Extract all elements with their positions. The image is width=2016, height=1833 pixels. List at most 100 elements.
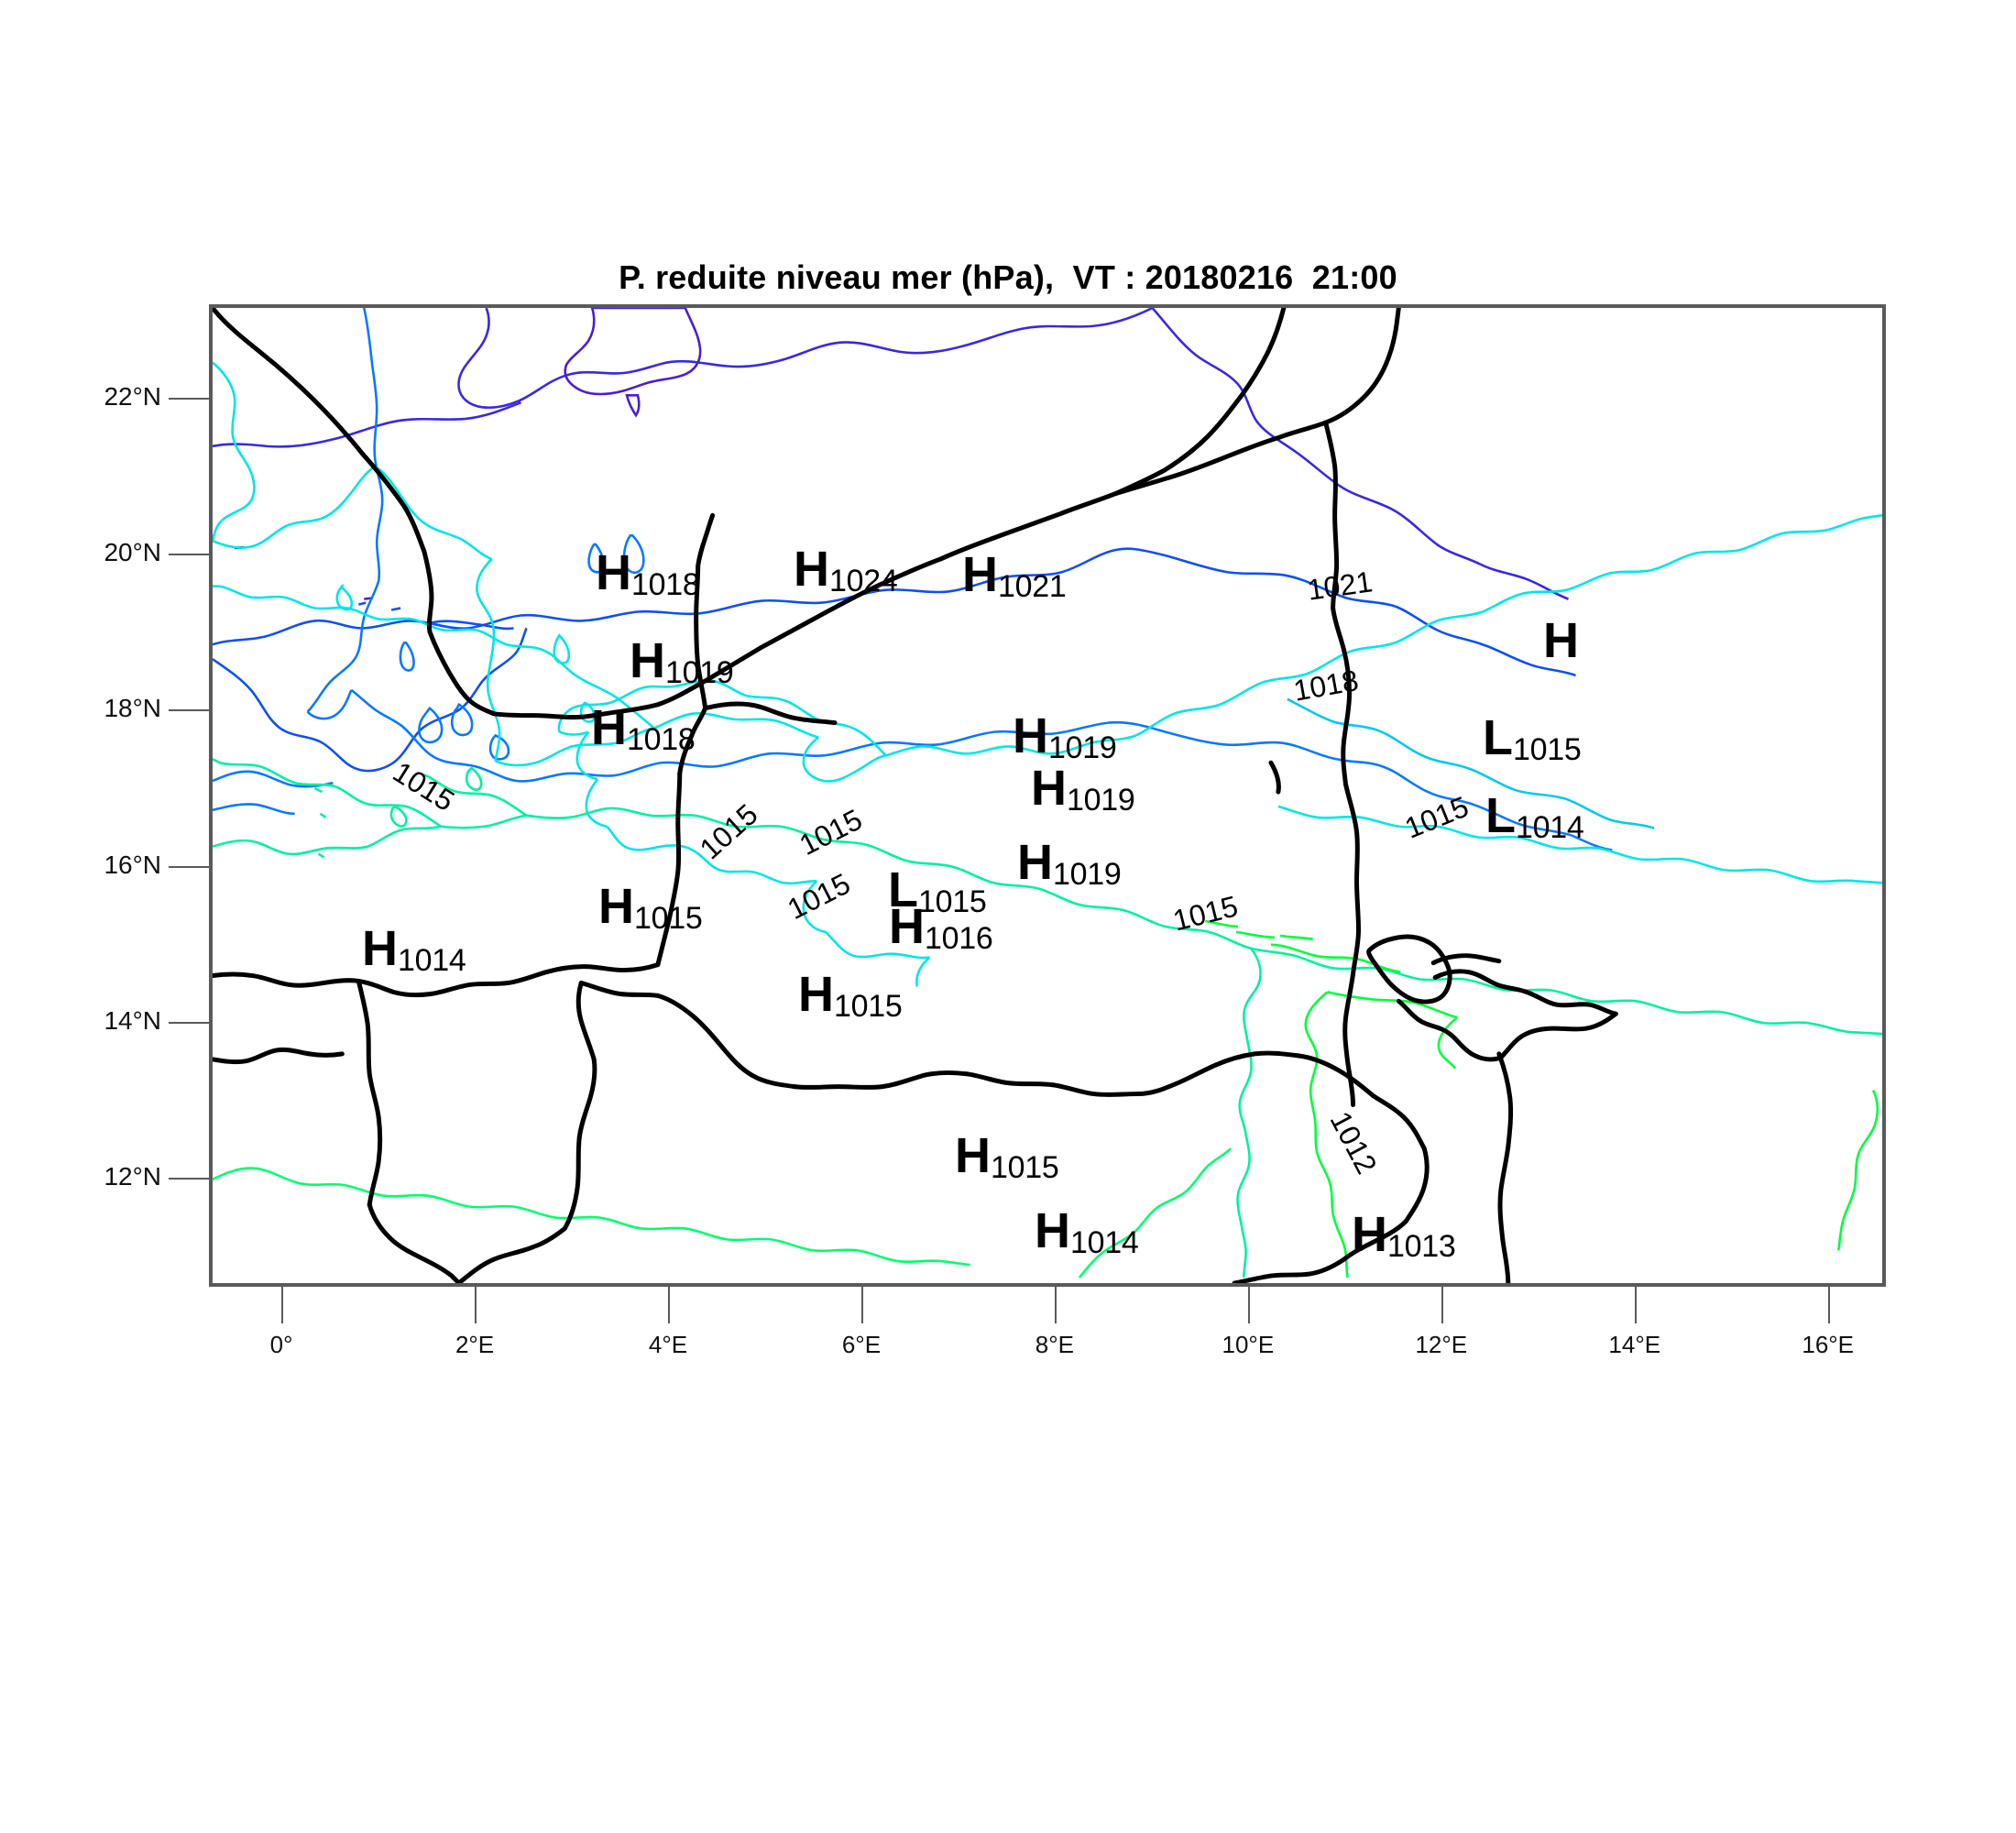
map-plot-area: 1021 1018 1015 1015 1015 1015 1015 1015 1012 H10…	[209, 304, 1886, 1287]
latitude-tick-mark	[169, 1177, 209, 1180]
latitude-tick: 16°N	[0, 851, 209, 879]
pressure-center-glyph: H	[630, 633, 665, 688]
high-pressure-center: H1019	[1017, 835, 1122, 892]
pressure-center-value: 1021	[998, 569, 1067, 604]
longitude-tick-label: 4°E	[648, 1331, 688, 1358]
longitude-tick-mark	[1441, 1287, 1443, 1323]
high-pressure-center: H1014	[1035, 1203, 1139, 1260]
pressure-center-glyph: L	[1485, 788, 1516, 843]
pressure-center-value: 1019	[1053, 857, 1122, 892]
high-pressure-center: H1015	[955, 1128, 1059, 1185]
page-title: P. reduite niveau mer (hPa), VT : 201802…	[619, 258, 1397, 296]
pressure-center-glyph: H	[1352, 1207, 1387, 1262]
high-pressure-center: H1016	[889, 899, 993, 956]
high-pressure-center: H1013	[1352, 1207, 1456, 1264]
pressure-center-glyph: H	[598, 879, 634, 934]
pressure-center-glyph: H	[596, 545, 631, 600]
latitude-tick-label: 12°N	[104, 1161, 161, 1191]
latitude-tick-label: 22°N	[104, 382, 161, 412]
latitude-tick-mark	[169, 554, 209, 556]
high-pressure-center: H1021	[962, 547, 1067, 604]
pressure-center-value: 1015	[991, 1150, 1059, 1185]
pressure-center-value: 1019	[1067, 783, 1135, 818]
latitude-tick: 22°N	[0, 382, 209, 411]
coastline-and-borders	[213, 308, 1618, 1283]
longitude-tick-label: 2°E	[455, 1331, 495, 1358]
high-pressure-center: H1019	[630, 633, 734, 690]
longitude-tick-mark	[281, 1287, 284, 1323]
pressure-center-value: 1018	[627, 722, 696, 757]
pressure-center-value: 1015	[918, 884, 987, 919]
pressure-center-glyph: H	[889, 899, 925, 954]
pressure-center-glyph: H	[1035, 1203, 1070, 1258]
pressure-center-value: 1013	[1387, 1229, 1456, 1264]
longitude-tick-mark	[1827, 1287, 1830, 1323]
high-pressure-center: H1015	[798, 970, 903, 1024]
high-pressure-center: H1018	[591, 700, 696, 757]
contour-group-1019	[213, 547, 1576, 773]
longitude-tick-mark	[860, 1287, 863, 1323]
high-pressure-center: H1024	[794, 542, 898, 598]
pressure-center-glyph: H	[591, 700, 627, 755]
pressure-center-value: 1014	[1516, 810, 1584, 845]
high-pressure-center: H1019	[1013, 708, 1117, 765]
high-pressure-center: H1018	[596, 545, 700, 602]
pressure-center-value: 1015	[1513, 732, 1582, 767]
contour-group-1021	[213, 308, 1569, 600]
latitude-tick-label: 16°N	[104, 850, 161, 879]
pressure-center-value: 1015	[834, 989, 903, 1024]
longitude-tick-mark	[475, 1287, 477, 1323]
longitude-tick-label: 16°E	[1802, 1331, 1855, 1358]
pressure-center-value: 1014	[398, 943, 466, 978]
contour-group-1013	[213, 1147, 1233, 1279]
pressure-center-value: 1014	[1070, 1225, 1139, 1260]
latitude-tick: 12°N	[0, 1162, 209, 1191]
pressure-center-value: 1019	[1048, 730, 1117, 765]
latitude-tick: 18°N	[0, 694, 209, 722]
contour-group-1015	[213, 361, 1882, 987]
longitude-tick-mark	[1634, 1287, 1637, 1323]
low-pressure-center: L1015	[1483, 710, 1582, 767]
longitude-tick-mark	[1054, 1287, 1057, 1323]
latitude-tick-label: 20°N	[104, 538, 161, 567]
latitude-tick-mark	[169, 865, 209, 868]
pressure-center-glyph: H	[794, 542, 829, 597]
longitude-tick-label: 6°E	[841, 1331, 882, 1358]
latitude-tick-mark	[169, 1021, 209, 1024]
high-pressure-center: H1015	[598, 879, 703, 936]
pressure-center-value: 1024	[829, 564, 898, 598]
pressure-center-glyph: H	[1017, 835, 1053, 890]
pressure-center-glyph: H	[362, 921, 398, 976]
low-pressure-center: L1015	[888, 862, 987, 919]
pressure-center-glyph: L	[1483, 710, 1513, 765]
latitude-tick: 20°N	[0, 538, 209, 566]
pressure-center-value: 1016	[925, 921, 993, 956]
high-pressure-center: H1019	[1031, 761, 1135, 818]
pressure-center-glyph: H	[1031, 761, 1067, 816]
latitude-tick-label: 14°N	[104, 1005, 161, 1035]
pressure-center-value: 1019	[665, 655, 734, 690]
contour-group-1012	[1205, 919, 1879, 1279]
longitude-tick-label: 8°E	[1035, 1331, 1074, 1358]
longitude-tick-label: 12°E	[1415, 1331, 1468, 1358]
high-pressure-center: H1014	[362, 924, 466, 976]
pressure-center-glyph: H	[1543, 613, 1579, 668]
pressure-center-value: 1015	[634, 901, 703, 936]
pressure-center-glyph: H	[962, 547, 998, 602]
map-canvas	[213, 308, 1882, 1283]
contour-group-1024	[564, 308, 702, 418]
high-pressure-center: H	[1543, 616, 1579, 668]
contour-group-1014	[213, 758, 1882, 1279]
latitude-tick-label: 18°N	[104, 694, 161, 723]
pressure-center-glyph: H	[955, 1128, 991, 1183]
longitude-tick-label: 0°	[269, 1331, 293, 1358]
pressure-center-glyph: H	[1013, 708, 1048, 763]
longitude-tick-label: 10°E	[1222, 1331, 1275, 1358]
longitude-tick-label: 14°E	[1608, 1331, 1661, 1358]
pressure-center-glyph: L	[888, 862, 918, 917]
latitude-tick-mark	[169, 398, 209, 401]
pressure-center-value: 1018	[631, 567, 700, 602]
latitude-tick-mark	[169, 709, 209, 712]
longitude-tick-mark	[668, 1287, 670, 1323]
